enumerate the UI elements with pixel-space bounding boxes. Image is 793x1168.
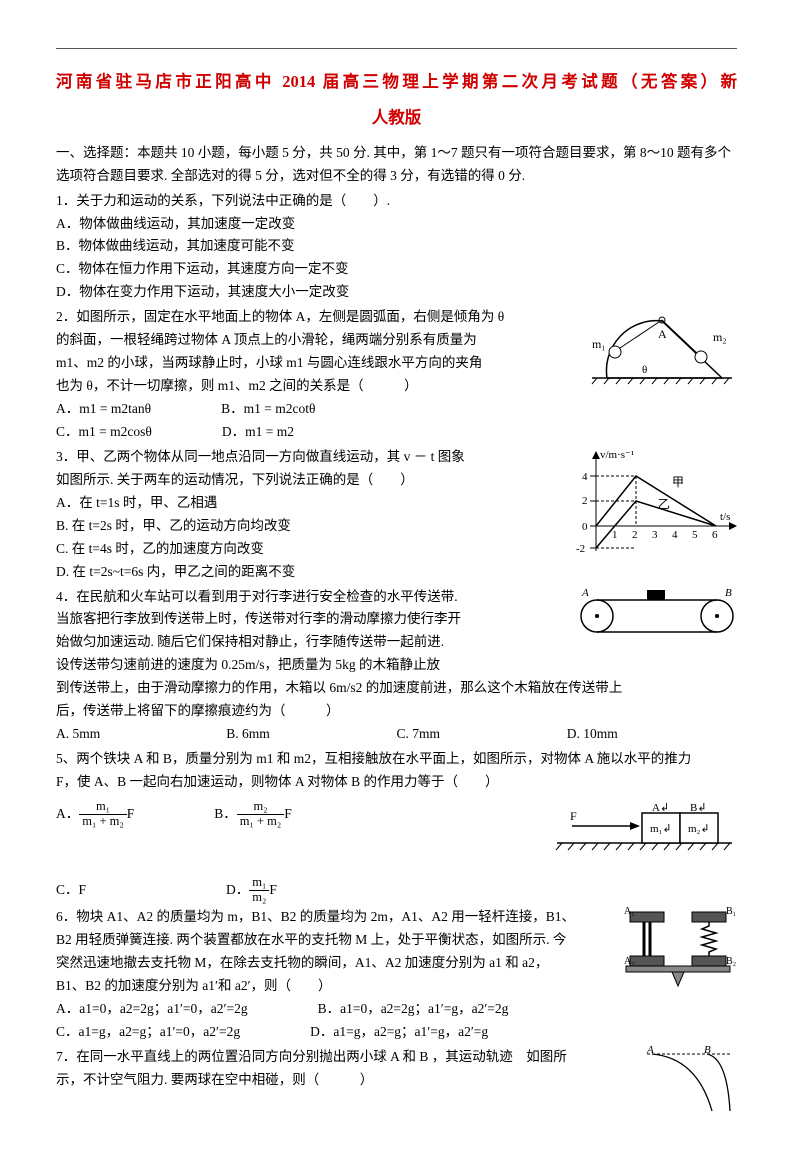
q1-stem: 1．关于力和运动的关系，下列说法中正确的是（ ）. <box>56 190 737 213</box>
q6-optB: B．a1=0，a2=2g；a1′=g，a2′=2g <box>318 998 509 1021</box>
q1-optD: D．物体在变力作用下运动，其速度大小一定改变 <box>56 281 737 304</box>
q2-optD: D．m1 = m2 <box>222 421 294 444</box>
fig3-xt6: 6 <box>712 529 718 541</box>
fig3-xt2: 2 <box>632 529 638 541</box>
fig3-xt3: 3 <box>652 529 658 541</box>
figure-q4-conveyor: A B <box>577 586 737 641</box>
q4-optB: B. 6mm <box>226 723 396 746</box>
q5-labelC: C．F <box>56 879 86 902</box>
fig5-F: F <box>570 809 577 823</box>
figure-q3-vt-graph: v/m·s⁻¹ t/s 4 2 0 -2 1 2 3 4 5 6 甲 乙 <box>572 446 737 561</box>
q5-fracB-num: m₂ <box>237 800 284 815</box>
doc-title-line2: 人教版 <box>56 104 737 132</box>
fig3-ylabel: v/m·s⁻¹ <box>600 449 634 461</box>
q5-tailB: F <box>284 803 292 826</box>
q4-stem6: 后，传送带上将留下的摩擦痕迹约为（ ） <box>56 700 737 723</box>
q1-optB: B．物体做曲线运动，其加速度可能不变 <box>56 235 737 258</box>
fig3-yt3: -2 <box>576 543 585 555</box>
q7-stem2: 示，不计空气阻力. 要两球在空中相碰，则（ ） <box>56 1069 737 1092</box>
fig3-yt1: 2 <box>582 495 588 507</box>
q5-tailA: F <box>127 803 135 826</box>
q5-optD: D． m₁ m₂ F <box>226 876 277 905</box>
q4-stem5: 到传送带上，由于滑动摩擦力的作用，木箱以 6m/s2 的加速度前进，那么这个木箱… <box>56 677 737 700</box>
q2-optA: A．m1 = m2tanθ <box>56 398 151 421</box>
fig3-xlabel: t/s <box>720 511 730 523</box>
fig3-label-yi: 乙 <box>658 497 670 511</box>
fig2-A: A <box>658 327 667 341</box>
section-1-instructions: 一、选择题：本题共 10 小题，每小题 5 分，共 50 分. 其中，第 1～7… <box>56 142 737 188</box>
fig4-A: A <box>581 587 589 599</box>
q5-optC: C．F <box>56 879 86 902</box>
figure-q7-projectile: A B <box>642 1046 737 1116</box>
q6-optA: A．a1=0，a2=2g；a1′=0，a2′=2g <box>56 998 248 1021</box>
fig5-B: B↲ <box>690 802 707 814</box>
q2-optB: B．m1 = m2cotθ <box>221 398 315 421</box>
q1-optA: A．物体做曲线运动，其加速度一定改变 <box>56 213 737 236</box>
fig5-A: A↲ <box>652 802 669 814</box>
fig6-A1: A₁ <box>624 906 635 917</box>
figure-q5-blocks: F A↲ B↲ m₁↲ m₂↲ <box>552 798 737 858</box>
q5-fracD: m₁ m₂ <box>249 876 269 905</box>
q5-fracD-num: m₁ <box>249 876 269 891</box>
fig6-B1: B₁ <box>726 906 736 917</box>
q5-labelA: A． <box>56 803 79 826</box>
q4-optA: A. 5mm <box>56 723 226 746</box>
fig6-A2: A₂ <box>624 956 635 967</box>
q5-tailD: F <box>269 879 277 902</box>
q5-stem2: F，使 A、B 一起向右加速运动，则物体 A 对物体 B 的作用力等于（ ） <box>56 771 737 794</box>
q5-fracA: m₁ m₁ + m₂ <box>79 800 126 829</box>
q7-stem1: 7．在同一水平直线上的两位置沿同方向分别抛出两小球 A 和 B ，其运动轨迹 如… <box>56 1046 737 1069</box>
q2-optC: C．m1 = m2cosθ <box>56 421 152 444</box>
q5-optA: A． m₁ m₁ + m₂ F <box>56 800 134 829</box>
q6-optD: D．a1=g，a2=g；a1′=g，a2′=g <box>310 1021 488 1044</box>
question-4: A B 4．在民航和火车站可以看到用于对行李进行安全检查的水平传送带. 当旅客把… <box>56 586 737 747</box>
q6-optC: C．a1=g，a2=g；a1′=0，a2′=2g <box>56 1021 240 1044</box>
fig2-theta: θ <box>642 364 647 376</box>
q5-fracB: m₂ m₁ + m₂ <box>237 800 284 829</box>
fig3-xt4: 4 <box>672 529 678 541</box>
fig5-m2: m₂↲ <box>688 823 710 835</box>
fig3-xt1: 1 <box>612 529 618 541</box>
fig3-xt5: 5 <box>692 529 698 541</box>
question-5: 5、两个铁块 A 和 B，质量分别为 m1 和 m2，互相接触放在水平面上，如图… <box>56 748 737 904</box>
q5-labelB: B． <box>214 803 237 826</box>
fig2-m1: m₁ <box>592 337 606 351</box>
fig4-B: B <box>725 587 732 599</box>
question-7: A B 7．在同一水平直线上的两位置沿同方向分别抛出两小球 A 和 B ，其运动… <box>56 1046 737 1120</box>
fig3-label-jia: 甲 <box>672 475 684 489</box>
q5-fracA-num: m₁ <box>79 800 126 815</box>
q4-optD: D. 10mm <box>567 723 737 746</box>
q5-fracB-den: m₁ + m₂ <box>237 815 284 829</box>
figure-q2-arc-incline: m₁ A m₂ θ <box>587 306 737 386</box>
q5-fracA-den: m₁ + m₂ <box>79 815 126 829</box>
question-6: A₁ B₁ A₂ B₂ 6．物块 A1、A2 的质量均为 m，B1、B2 的质量… <box>56 906 737 1044</box>
q1-optC: C．物体在恒力作用下运动，其速度方向一定不变 <box>56 258 737 281</box>
figure-q6-rod-spring: A₁ B₁ A₂ B₂ <box>622 906 737 994</box>
q5-stem1: 5、两个铁块 A 和 B，质量分别为 m1 和 m2，互相接触放在水平面上，如图… <box>56 748 737 771</box>
q5-optB: B． m₂ m₁ + m₂ F <box>214 800 292 829</box>
fig3-yt2: 0 <box>582 521 588 533</box>
q4-stem4: 设传送带匀速前进的速度为 0.25m/s，把质量为 5kg 的木箱静止放 <box>56 654 737 677</box>
question-2: m₁ A m₂ θ 2．如图所示，固定在水平地面上的物体 A，左侧是圆弧面，右侧… <box>56 306 737 444</box>
fig5-m1: m₁↲ <box>650 823 672 835</box>
q4-optC: C. 7mm <box>397 723 567 746</box>
top-rule <box>56 48 737 49</box>
q5-labelD: D． <box>226 879 249 902</box>
q5-fracD-den: m₂ <box>249 891 269 905</box>
question-1: 1．关于力和运动的关系，下列说法中正确的是（ ）. A．物体做曲线运动，其加速度… <box>56 190 737 305</box>
fig2-m2: m₂ <box>713 330 727 344</box>
fig6-B2: B₂ <box>726 956 736 967</box>
doc-title-line1: 河南省驻马店市正阳高中 2014 届高三物理上学期第二次月考试题（无答案）新 <box>56 65 737 100</box>
fig3-yt0: 4 <box>582 471 588 483</box>
question-3: v/m·s⁻¹ t/s 4 2 0 -2 1 2 3 4 5 6 甲 乙 3．甲… <box>56 446 737 584</box>
q3-optD: D. 在 t=2s~t=6s 内，甲乙之间的距离不变 <box>56 561 737 584</box>
